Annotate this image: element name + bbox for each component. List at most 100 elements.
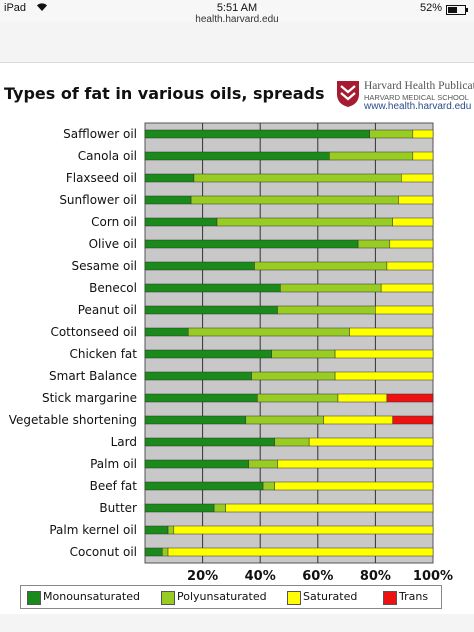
bar-segment (190, 195, 399, 205)
bar-segment (334, 349, 434, 359)
bar-segment (173, 525, 434, 535)
bar-segment (187, 327, 350, 337)
x-tick-label: 20% (187, 569, 218, 584)
bar-segment (162, 547, 169, 557)
category-label: Cottonseed oil (50, 325, 137, 339)
clock: 5:51 AM (216, 2, 258, 14)
bar-segment (144, 261, 255, 271)
battery-level: 52% (420, 2, 443, 14)
legend-swatch (287, 591, 301, 605)
bar-segment (216, 217, 393, 227)
bar-segment (144, 173, 195, 183)
category-label: Benecol (89, 281, 137, 295)
wifi-icon (36, 2, 48, 15)
bar-segment (144, 239, 359, 249)
category-label: Chicken fat (69, 347, 137, 361)
bar-segment (144, 283, 281, 293)
logo-title: Harvard Health Publicati (364, 80, 474, 92)
legend-label: Polyunsaturated (177, 590, 267, 603)
bar-segment (398, 195, 434, 205)
category-label: Corn oil (91, 215, 137, 229)
address-bar[interactable]: health.harvard.edu (0, 14, 474, 63)
bar-segment (257, 393, 339, 403)
legend-swatch (27, 591, 41, 605)
x-tick-label: 40% (245, 569, 276, 584)
bar-segment (144, 547, 163, 557)
bar-segment (392, 217, 434, 227)
category-label: Beef fat (90, 479, 138, 493)
bar-segment (144, 481, 264, 491)
stacked-bar-chart: 20% 40% 60% 80% 100% Safflower oil Canola oil F… (9, 122, 453, 584)
category-label: Olive oil (89, 237, 137, 251)
bar-segment (144, 459, 249, 469)
logo-subtitle: HARVARD MEDICAL SCHOOL (364, 93, 469, 102)
bar-segment (144, 217, 218, 227)
bar-segment (271, 349, 336, 359)
bar-segment (334, 371, 434, 381)
battery-icon (446, 5, 468, 18)
bar-segment (329, 151, 414, 161)
bar-segment (280, 283, 382, 293)
bar-segment (375, 305, 434, 315)
bar-segment (380, 283, 434, 293)
bar-segment (144, 393, 258, 403)
chart-title: Types of fat in various oils, spreads (4, 84, 325, 103)
category-label: Peanut oil (78, 303, 137, 317)
x-tick-label: 80% (360, 569, 391, 584)
legend-label: Monounsaturated (43, 590, 140, 603)
category-label: Vegetable shortening (9, 413, 137, 427)
category-label: Canola oil (78, 149, 137, 163)
bar-segment (225, 503, 434, 513)
bar-segment (323, 415, 393, 425)
bar-segment (248, 459, 278, 469)
category-label: Coconut oil (70, 545, 137, 559)
browser-bottom-bar (0, 614, 474, 632)
legend-label: Trans (399, 590, 429, 603)
bar-segment (144, 371, 252, 381)
bar-segment (349, 327, 434, 337)
bar-segment (274, 437, 310, 447)
bar-segment (144, 503, 215, 513)
category-label: Palm kernel oil (49, 523, 137, 537)
bar-segment (245, 415, 324, 425)
bar-segment (144, 415, 247, 425)
bar-segment (401, 173, 434, 183)
bar-segment (369, 129, 414, 139)
category-label: Palm oil (90, 457, 137, 471)
bar-segment (386, 393, 434, 403)
legend-label: Saturated (303, 590, 358, 603)
bar-segment (144, 437, 275, 447)
bar-segment (213, 503, 226, 513)
logo-url: www.health.harvard.edu (364, 101, 472, 112)
harvard-shield-icon (337, 81, 359, 107)
bar-segment (254, 261, 388, 271)
url-text[interactable]: health.harvard.edu (195, 14, 279, 25)
bar-segment (308, 437, 434, 447)
category-label: Sunflower oil (59, 193, 137, 207)
legend-swatch (161, 591, 175, 605)
bar-segment (386, 261, 434, 271)
x-tick-label: 100% (413, 569, 453, 584)
device-name: iPad (4, 2, 27, 14)
x-tick-label: 60% (302, 569, 333, 584)
category-label: Stick margarine (42, 391, 137, 405)
bar-segment (262, 481, 275, 491)
bar-segment (277, 305, 376, 315)
bar-segment (144, 195, 192, 205)
bar-segment (412, 129, 434, 139)
bar-segment (274, 481, 434, 491)
bar-segment (277, 459, 434, 469)
status-bar: iPad 5:51 AM 52% (0, 0, 474, 22)
category-label: Smart Balance (49, 369, 137, 383)
bar-segment (389, 239, 434, 249)
bar-segment (251, 371, 336, 381)
legend-swatch (383, 591, 397, 605)
bar-segment (167, 525, 175, 535)
harvard-health-logo[interactable]: Harvard Health Publicati HARVARD MEDICAL… (336, 80, 474, 112)
category-label: Safflower oil (63, 127, 137, 141)
bar-segment (144, 305, 278, 315)
chart-legend: Monounsaturated Polyunsaturated Saturated T… (20, 585, 442, 609)
bar-segment (167, 547, 434, 557)
bar-segment (337, 393, 388, 403)
bar-segment (144, 525, 169, 535)
